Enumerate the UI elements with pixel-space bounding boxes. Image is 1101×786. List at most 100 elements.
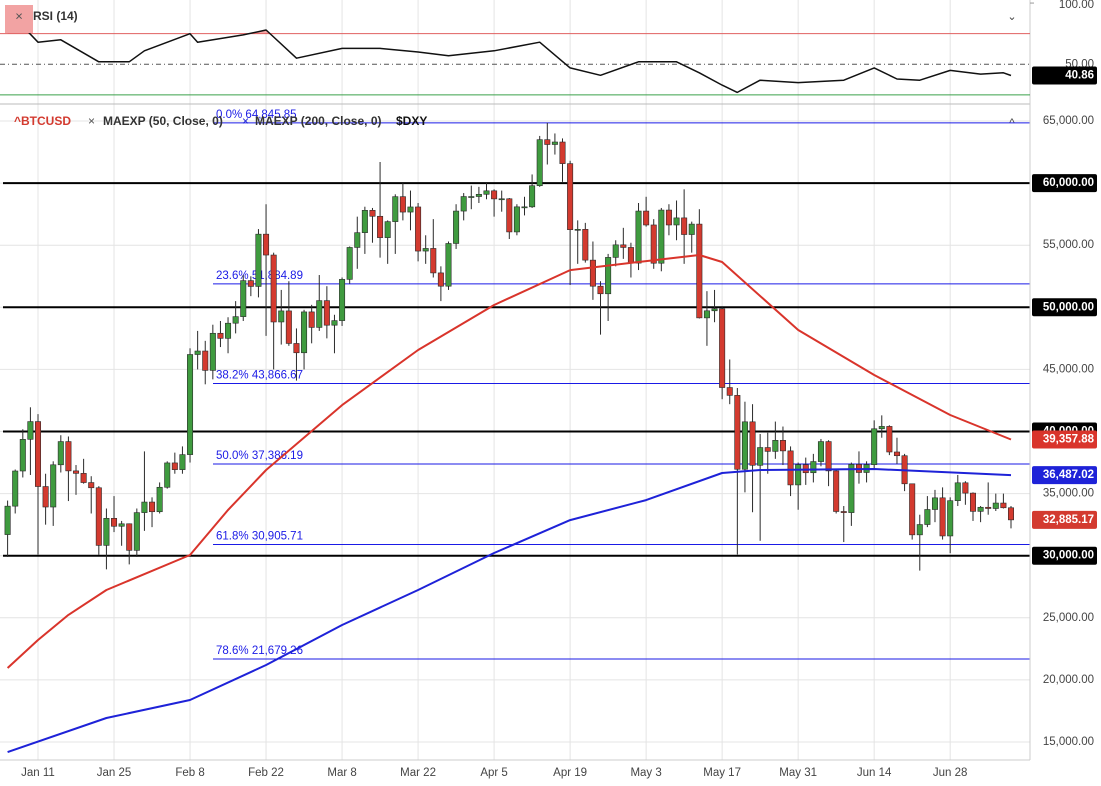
candle-body	[840, 511, 847, 513]
candle-body	[749, 421, 756, 466]
candle-body	[278, 310, 285, 323]
x-tick-label: Mar 8	[327, 767, 356, 779]
candle-body	[711, 308, 718, 312]
candle-body	[80, 473, 87, 483]
candle-body	[399, 196, 406, 213]
close-icon[interactable]: ×	[15, 8, 23, 23]
y-tick-label: 35,000.00	[1043, 488, 1094, 500]
candle-body	[483, 190, 490, 195]
candle-body	[445, 243, 452, 287]
y-tick-label: 20,000.00	[1043, 674, 1094, 686]
y-tick-label: 15,000.00	[1043, 736, 1094, 748]
candle-body	[688, 223, 695, 235]
last-value-box	[1032, 510, 1097, 529]
candle-body	[437, 272, 444, 287]
candle-body	[544, 139, 551, 145]
candle-body	[164, 462, 171, 488]
candle-body	[772, 440, 779, 452]
candle-body	[407, 206, 414, 213]
candle-body	[916, 524, 923, 536]
candle-body	[468, 196, 475, 198]
candle-body	[27, 421, 34, 440]
candle-body	[825, 441, 832, 472]
candle-body	[810, 461, 817, 474]
candle-body	[962, 482, 969, 494]
x-tick-label: Feb 8	[175, 767, 204, 779]
fib-label: 38.2% 43,866.67	[216, 370, 303, 382]
last-value-label: 40.86	[1065, 69, 1094, 81]
candle-body	[536, 139, 543, 187]
candle-body	[954, 482, 961, 501]
candle-body	[141, 501, 148, 513]
candle-body	[308, 311, 315, 328]
candle-body	[977, 506, 984, 512]
legend-ma50: MAEXP (50, Close, 0)	[103, 114, 223, 128]
candle-body	[103, 518, 110, 546]
y-tick-label: 60,000.00	[1043, 177, 1094, 189]
candle-body	[57, 441, 64, 466]
last-value-label: 39,357.88	[1043, 434, 1095, 446]
candle-body	[156, 486, 163, 513]
candle-body	[415, 206, 422, 252]
candle-body	[331, 320, 338, 326]
candle-body	[65, 441, 72, 472]
candle-body	[217, 332, 224, 339]
candle-body	[247, 280, 254, 287]
candle-body	[635, 210, 642, 264]
collapse-icon[interactable]: ⌄	[1007, 11, 1016, 23]
fib-price: 43,866.67	[252, 370, 303, 382]
candle-body	[757, 447, 764, 466]
x-tick-label: May 31	[779, 767, 817, 779]
candle-body	[741, 421, 748, 470]
candle-body	[73, 470, 80, 474]
fib-label: 23.6% 51,884.89	[216, 270, 303, 282]
candle-body	[673, 217, 680, 226]
fib-ratio: 61.8%	[216, 530, 249, 542]
candle-body	[35, 421, 42, 487]
candle-body	[111, 518, 118, 527]
candle-body	[939, 497, 946, 537]
candle-body	[422, 248, 429, 252]
candle-body	[50, 464, 57, 508]
candle-body	[703, 310, 710, 319]
x-tick-label: Jun 28	[933, 767, 968, 779]
rsi-title: RSI (14)	[33, 9, 78, 23]
fib-label: 50.0% 37,386.19	[216, 450, 303, 462]
candle-body	[909, 483, 916, 536]
last-value-box	[1032, 430, 1097, 449]
candle-body	[323, 300, 330, 326]
candle-body	[263, 233, 270, 256]
candle-body	[567, 163, 574, 230]
rsi-line	[7, 9, 1012, 94]
remove-icon[interactable]: ×	[242, 114, 249, 128]
fib-price: 37,386.19	[252, 450, 303, 462]
candle-body	[787, 450, 794, 486]
candle-body	[118, 523, 125, 527]
y-tick-label: 50,000.00	[1043, 301, 1094, 313]
candle-body	[460, 196, 467, 212]
candle-body	[293, 343, 300, 354]
candle-body	[384, 221, 391, 238]
candle-body	[202, 350, 209, 371]
candle-body	[88, 482, 95, 489]
y-tick-label: 65,000.00	[1043, 115, 1094, 127]
candle-body	[521, 206, 528, 209]
candle-body	[42, 486, 49, 508]
candle-body	[187, 354, 194, 455]
x-tick-label: Mar 22	[400, 767, 436, 779]
remove-icon[interactable]: ×	[88, 114, 95, 128]
candle-body	[95, 487, 102, 546]
expand-icon[interactable]: ^	[1009, 117, 1015, 129]
candle-body	[506, 198, 513, 233]
candle-body	[346, 247, 353, 280]
candle-body	[240, 280, 247, 317]
candle-body	[605, 257, 612, 295]
candle-body	[969, 492, 976, 512]
candle-body	[339, 279, 346, 321]
candle-body	[574, 229, 581, 231]
fib-label: 78.6% 21,679.26	[216, 645, 303, 657]
candle-body	[513, 206, 520, 233]
fib-ratio: 50.0%	[216, 450, 249, 462]
candle-body	[597, 285, 604, 295]
